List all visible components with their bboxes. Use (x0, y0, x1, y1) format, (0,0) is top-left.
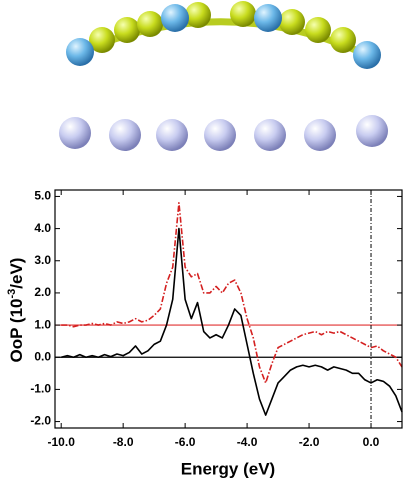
y-label-part: /eV) (7, 258, 26, 289)
y-label-part: OoP (10 (7, 299, 26, 363)
substrate-atoms (59, 115, 388, 151)
series-line (60, 227, 403, 416)
y-tick-label: -2.0 (30, 414, 51, 428)
y-axis-label: OoP (10-3/eV) (6, 258, 27, 363)
x-tick-label: -4.0 (237, 435, 258, 449)
x-tick-label: -2.0 (299, 435, 320, 449)
y-label-sup: -3 (6, 289, 18, 299)
x-axis-label: Energy (eV) (181, 459, 275, 478)
y-tick-label: 3.0 (34, 253, 51, 267)
y-tick-label: 5.0 (34, 189, 51, 203)
y-tick-label: 0.0 (34, 349, 51, 363)
y-tick-label: 1.0 (34, 317, 51, 331)
y-tick-label: -1.0 (30, 382, 51, 396)
series-line (61, 202, 403, 384)
y-tick-label: 4.0 (34, 221, 51, 235)
x-tick-label: 0.0 (363, 435, 380, 449)
plot-frame (54, 189, 403, 429)
x-tick-label: -6.0 (175, 435, 196, 449)
y-tick-label: 2.0 (34, 285, 51, 299)
molecule (66, 1, 381, 69)
x-tick-label: -10.0 (48, 435, 76, 449)
x-tick-label: -8.0 (113, 435, 134, 449)
